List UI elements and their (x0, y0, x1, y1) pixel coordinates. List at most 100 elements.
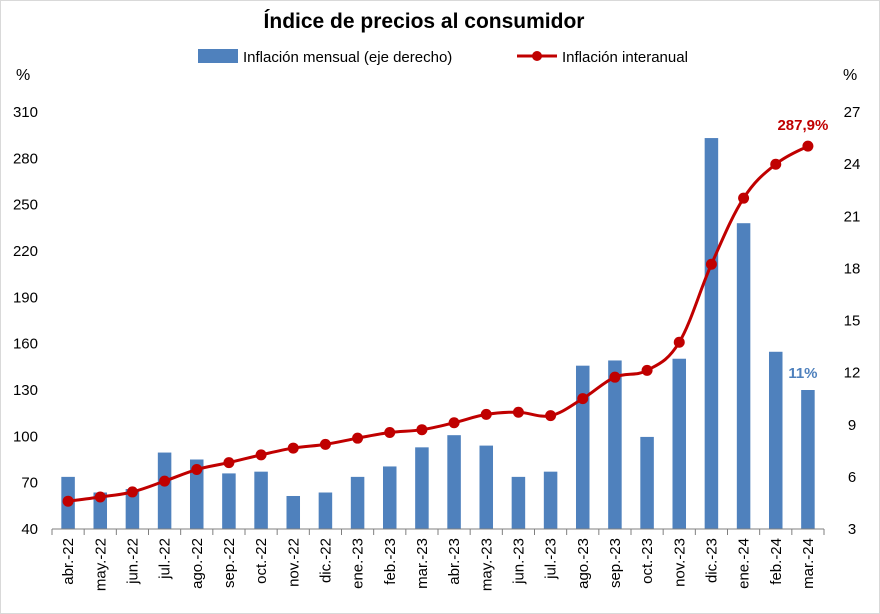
category-label: feb.-24 (768, 538, 785, 585)
category-label: abr.-23 (446, 538, 463, 585)
point-annual (223, 457, 235, 469)
bar-monthly (479, 445, 494, 529)
bar-monthly (350, 476, 365, 529)
point-annual (62, 495, 74, 507)
category-label: ene.-24 (736, 538, 753, 589)
legend-label-monthly: Inflación mensual (eje derecho) (243, 49, 452, 66)
point-annual (287, 442, 299, 454)
category-label: jun.-22 (124, 538, 141, 585)
category-label: jun.-23 (510, 538, 527, 585)
annotation-monthly: 11% (788, 365, 817, 382)
category-label: jul.-23 (543, 538, 560, 580)
bar-monthly (189, 459, 204, 529)
point-annual (512, 406, 524, 418)
point-annual (673, 336, 685, 348)
left-tick-label: 40 (21, 521, 38, 538)
legend-label-annual: Inflación interanual (562, 49, 688, 66)
legend-marker-annual (532, 51, 542, 61)
bar-monthly (157, 452, 172, 529)
category-label: dic.-22 (317, 538, 334, 583)
point-annual (545, 410, 557, 422)
left-tick-label: 100 (13, 428, 38, 445)
point-annual (705, 258, 717, 270)
bar-monthly (801, 390, 815, 529)
right-tick-label: 18 (844, 260, 861, 277)
right-tick-label: 3 (848, 521, 856, 538)
category-label: abr.-22 (60, 538, 77, 585)
point-annual (641, 364, 653, 376)
point-annual (609, 371, 621, 383)
category-label: feb.-23 (382, 538, 399, 585)
right-tick-label: 21 (844, 208, 861, 225)
point-annual (126, 486, 138, 498)
bar-monthly (447, 435, 461, 529)
bar-monthly (125, 489, 140, 529)
bar-monthly (286, 495, 301, 529)
bar-monthly (575, 365, 590, 529)
legend-swatch-monthly (198, 49, 238, 63)
point-annual (416, 424, 428, 436)
point-annual (480, 408, 492, 420)
bar-monthly (254, 471, 268, 529)
category-label: oct.-22 (253, 538, 270, 584)
bar-monthly (608, 360, 622, 529)
category-label: mar.-24 (800, 538, 817, 589)
category-label: sep.-23 (607, 538, 624, 588)
bar-monthly (640, 436, 654, 529)
right-axis-unit: % (843, 67, 857, 84)
category-label: dic.-23 (703, 538, 720, 583)
bar-monthly (415, 447, 429, 529)
right-tick-label: 27 (844, 104, 861, 121)
chart-title: Índice de precios al consumidor (264, 10, 585, 33)
left-tick-label: 130 (13, 382, 38, 399)
monthly-bars (61, 138, 815, 529)
right-axis-ticks: 3 6 9 12 15 18 21 24 27 (844, 104, 861, 538)
left-tick-label: 310 (13, 104, 38, 121)
category-label: ago.-22 (189, 538, 206, 589)
point-annual (319, 438, 331, 450)
bar-monthly (222, 473, 236, 529)
bar-monthly (382, 466, 397, 529)
category-label: nov.-22 (285, 538, 302, 587)
bar-monthly (543, 471, 558, 529)
x-axis: abr.-22 may.-22 jun.-22 jul.-22 ago.-22 sep.-… (51, 528, 825, 591)
point-annual (384, 426, 396, 438)
bar-monthly (511, 476, 526, 529)
point-annual (94, 491, 106, 503)
left-tick-label: 220 (13, 243, 38, 260)
left-tick-label: 190 (13, 289, 38, 306)
category-label: nov.-23 (671, 538, 688, 587)
point-annual (352, 432, 364, 444)
bar-monthly (93, 492, 108, 529)
category-label: sep.-22 (221, 538, 238, 588)
bar-monthly (768, 351, 783, 529)
point-annual (738, 192, 750, 204)
point-annual (802, 140, 814, 152)
annotations: 287,9% 11% (777, 117, 828, 382)
bar-monthly (736, 223, 751, 529)
left-tick-label: 250 (13, 197, 38, 214)
left-tick-label: 160 (13, 336, 38, 353)
left-axis-ticks: 40 70 100 130 160 190 220 250 280 310 (13, 104, 38, 538)
point-annual (770, 158, 782, 170)
right-tick-label: 12 (844, 365, 861, 382)
category-label: mar.-23 (414, 538, 431, 589)
annual-line (62, 140, 814, 507)
point-annual (159, 475, 171, 487)
point-annual (255, 449, 267, 461)
bar-monthly (672, 358, 687, 529)
category-label: oct.-23 (639, 538, 656, 584)
point-annual (191, 464, 203, 476)
right-tick-label: 9 (848, 417, 856, 434)
category-label: ago.-23 (575, 538, 592, 589)
category-label: jul.-22 (157, 538, 174, 580)
annotation-annual: 287,9% (777, 117, 828, 134)
category-label: may.-23 (478, 538, 495, 591)
bar-monthly (318, 492, 333, 529)
category-label: may.-22 (92, 538, 109, 591)
left-axis-unit: % (16, 67, 30, 84)
left-tick-label: 70 (21, 475, 38, 492)
point-annual (448, 417, 460, 429)
